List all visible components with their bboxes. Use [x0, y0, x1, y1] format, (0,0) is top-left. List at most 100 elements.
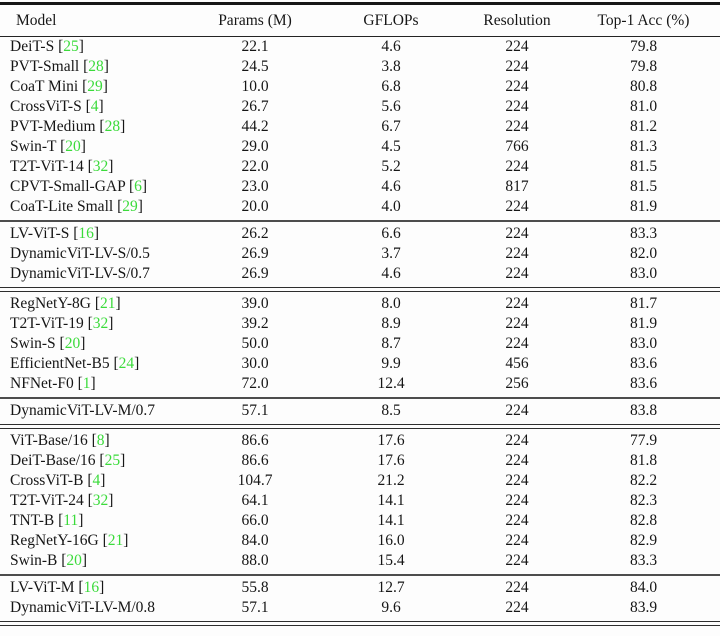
gflops-cell: 3.7 [381, 245, 401, 262]
model-cell: RegNetY-8G [21] [0, 294, 195, 314]
model-name: Swin-T [10, 138, 57, 155]
single-rule [0, 394, 720, 401]
model-name: PVT-Medium [10, 118, 96, 135]
double-rule [0, 618, 720, 628]
citation-number: 6 [134, 178, 142, 195]
column-header-resolution: Resolution [467, 5, 567, 37]
model-name: DeiT-S [10, 38, 55, 55]
citation-close-bracket: ] [141, 178, 148, 195]
table-row: CoaT Mini [29] 10.0 6.8 224 80.8 [0, 77, 720, 97]
table-group-1: DeiT-S [25] 22.1 4.6 224 79.8 PVT-Small … [0, 37, 720, 218]
citation: [29] [78, 78, 108, 95]
acc-cell: 80.8 [629, 78, 658, 95]
params-cell: 72.0 [241, 375, 269, 392]
model-cell: Swin-S [20] [0, 334, 195, 354]
column-header-model: Model [0, 5, 195, 37]
params-cell: 88.0 [241, 552, 269, 569]
citation-number: 16 [83, 579, 100, 596]
table-row: Swin-B [20] 88.0 15.4 224 83.3 [0, 551, 720, 571]
resolution-cell: 766 [505, 138, 529, 155]
table-row: DeiT-Base/16 [25] 86.6 17.6 224 81.8 [0, 451, 720, 471]
model-cell: PVT-Medium [28] [0, 117, 195, 137]
params-cell: 39.2 [241, 315, 269, 332]
citation-number: 20 [64, 335, 81, 352]
model-name: EfficientNet-B5 [10, 355, 110, 372]
citation-close-bracket: ] [108, 158, 114, 175]
resolution-cell: 224 [505, 452, 529, 469]
citation-open-bracket: [ [69, 225, 79, 242]
acc-cell: 82.0 [629, 245, 658, 262]
model-cell: DeiT-S [25] [0, 37, 195, 58]
model-cell: PVT-Small [28] [0, 57, 195, 77]
model-name: DynamicViT-LV-M/0.8 [10, 599, 156, 616]
table-row: LV-ViT-M [16] 55.8 12.7 224 84.0 [0, 578, 720, 598]
citation: [4] [83, 472, 105, 489]
model-cell: DynamicViT-LV-S/0.5 [0, 244, 195, 264]
table-row: DynamicViT-LV-M/0.8 57.1 9.6 224 83.9 [0, 598, 720, 618]
acc-cell: 81.9 [629, 198, 658, 215]
table-row: LV-ViT-S [16] 26.2 6.6 224 83.3 [0, 224, 720, 244]
single-rule [0, 571, 720, 578]
acc-cell: 77.9 [629, 432, 658, 449]
citation-number: 4 [92, 472, 101, 489]
resolution-cell: 224 [505, 472, 529, 489]
citation-open-bracket: [ [90, 295, 100, 312]
acc-cell: 81.5 [629, 158, 658, 175]
double-rule [0, 421, 720, 431]
gflops-cell: 17.6 [377, 452, 405, 469]
table-group-5: ViT-Base/16 [8] 86.6 17.6 224 77.9 DeiT-… [0, 431, 720, 571]
citation-open-bracket: [ [125, 178, 135, 195]
resolution-cell: 224 [505, 118, 529, 135]
table-group-6: LV-ViT-M [16] 55.8 12.7 224 84.0 Dynamic… [0, 578, 720, 618]
group-separator-6 [0, 618, 720, 628]
acc-cell: 83.3 [629, 225, 658, 242]
table-row: T2T-ViT-19 [32] 39.2 8.9 224 81.9 [0, 314, 720, 334]
resolution-cell: 224 [505, 225, 529, 242]
citation-number: 8 [96, 432, 105, 449]
gflops-cell: 9.9 [381, 355, 401, 372]
gflops-cell: 14.1 [377, 492, 405, 509]
gflops-cell: 12.7 [377, 579, 405, 596]
table-row: DynamicViT-LV-S/0.5 26.9 3.7 224 82.0 [0, 244, 720, 264]
citation: [32] [84, 158, 114, 175]
group-separator-2 [0, 284, 720, 294]
model-cell: CoaT-Lite Small [29] [0, 197, 195, 217]
gflops-cell: 4.0 [381, 198, 401, 215]
citation-close-bracket: ] [108, 315, 114, 332]
gflops-cell: 4.5 [381, 138, 401, 155]
resolution-cell: 224 [505, 265, 529, 282]
gflops-cell: 4.6 [381, 178, 401, 195]
citation-number: 20 [65, 138, 81, 155]
params-cell: 50.0 [241, 335, 269, 352]
citation-close-bracket: ] [98, 98, 104, 115]
column-header-gflops: GFLOPs [315, 5, 467, 37]
resolution-cell: 224 [505, 552, 529, 569]
citation-open-bracket: [ [83, 158, 93, 175]
model-name: NFNet-F0 [10, 375, 74, 392]
model-name: T2T-ViT-19 [10, 315, 84, 332]
group-separator-5 [0, 571, 720, 578]
model-name: CrossViT-S [10, 98, 82, 115]
gflops-cell: 9.6 [381, 599, 401, 616]
model-cell: DynamicViT-LV-M/0.7 [0, 401, 195, 421]
model-name: RegNetY-16G [10, 532, 99, 549]
acc-cell: 83.3 [629, 552, 658, 569]
citation-open-bracket: [ [54, 512, 64, 529]
citation: [6] [125, 178, 147, 195]
acc-cell: 83.6 [629, 355, 658, 372]
citation-open-bracket: [ [55, 335, 65, 352]
resolution-cell: 224 [505, 335, 529, 352]
acc-cell: 83.6 [629, 375, 658, 392]
citation-close-bracket: ] [93, 225, 100, 242]
citation-close-bracket: ] [103, 58, 109, 75]
acc-cell: 81.0 [629, 98, 658, 115]
citation-close-bracket: ] [99, 579, 105, 596]
citation-close-bracket: ] [108, 492, 114, 509]
table-row: T2T-ViT-14 [32] 22.0 5.2 224 81.5 [0, 157, 720, 177]
model-cell: DynamicViT-LV-S/0.7 [0, 264, 195, 284]
citation: [29] [113, 198, 143, 215]
citation-close-bracket: ] [100, 472, 106, 489]
resolution-cell: 224 [505, 579, 529, 596]
params-cell: 66.0 [241, 512, 269, 529]
gflops-cell: 4.6 [381, 265, 401, 282]
